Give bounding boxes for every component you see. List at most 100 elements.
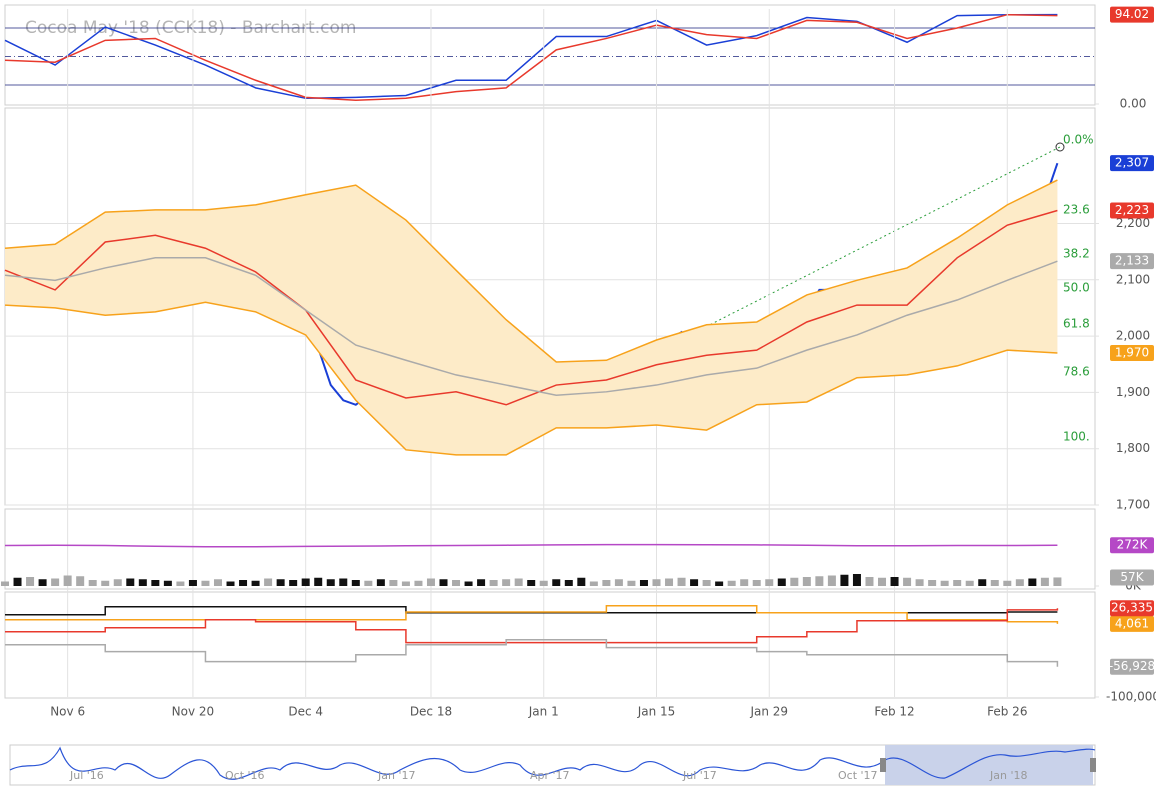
x-tick-label: Dec 18	[410, 705, 452, 719]
volume-bar	[690, 579, 699, 586]
volume-bar	[326, 579, 335, 586]
value-badge-label: 26,335	[1111, 601, 1153, 615]
value-badge-label: 1,970	[1115, 345, 1149, 359]
volume-bar	[364, 580, 373, 586]
volume-bar	[201, 580, 210, 586]
series-line	[4, 179, 1058, 363]
volume-bar	[1028, 578, 1037, 586]
y-tick-label: 1,800	[1116, 441, 1150, 455]
volume-bar	[677, 577, 686, 586]
volume-bar	[251, 580, 260, 586]
navigator-label: Jan '17	[377, 769, 415, 782]
volume-bar	[301, 578, 310, 586]
value-badge	[1110, 155, 1154, 172]
volume-bar	[652, 579, 661, 586]
x-tick-label: Jan 1	[528, 705, 559, 719]
volume-bar	[953, 580, 962, 586]
navigator-line	[9, 746, 1096, 780]
navigator-handle[interactable]	[880, 758, 886, 772]
value-badge	[1110, 569, 1154, 586]
navigator-label: Oct '16	[225, 769, 265, 782]
volume-bar	[802, 577, 811, 586]
fib-label: 23.6	[1063, 203, 1090, 217]
value-badge	[1110, 6, 1154, 23]
y-tick-label: 1,900	[1116, 385, 1150, 399]
x-tick-label: Feb 26	[987, 705, 1027, 719]
y-tick-label: 2,100	[1116, 272, 1150, 286]
volume-bar	[577, 577, 586, 586]
x-tick-label: Jan 29	[749, 705, 788, 719]
series-line	[5, 638, 1059, 667]
value-badge	[1110, 600, 1154, 617]
value-badge-label: 272K	[1117, 538, 1149, 552]
y-tick-label: 1,700	[1116, 498, 1150, 512]
series-line	[4, 13, 1058, 100]
fib-label: 100.	[1063, 430, 1090, 444]
navigator-label: Jan '18	[989, 769, 1027, 782]
value-badge-label: 94.02	[1115, 7, 1149, 21]
series-line	[4, 543, 1058, 548]
volume-bar	[289, 580, 298, 586]
volume-bar	[740, 579, 749, 586]
value-badge-label: 57K	[1120, 570, 1144, 584]
volume-bar	[665, 578, 674, 586]
fib-label: 38.2	[1063, 247, 1090, 261]
navigator-label: Jul '17	[682, 769, 717, 782]
volume-bar	[852, 574, 861, 586]
value-badge	[1110, 615, 1154, 632]
x-tick-label: Nov 6	[50, 705, 85, 719]
volume-bar	[727, 580, 736, 586]
fib-label: 78.6	[1063, 365, 1090, 379]
navigator	[9, 744, 1096, 786]
volume-bar	[452, 580, 461, 586]
volume-bar	[903, 577, 912, 586]
navigator-handle[interactable]	[1090, 758, 1096, 772]
volume-bar	[978, 579, 987, 586]
volume-bar	[1053, 577, 1062, 586]
volume-bar	[702, 580, 711, 586]
volume-bar	[790, 577, 799, 586]
y-tick-label: 0.00	[1120, 97, 1147, 111]
volume-bar	[226, 581, 235, 586]
volume-bar	[376, 579, 385, 586]
volume-bar	[101, 580, 110, 586]
band-fill	[5, 180, 1058, 455]
volume-bar	[502, 579, 511, 586]
x-tick-label: Feb 12	[874, 705, 914, 719]
volume-bar	[188, 580, 197, 586]
volume-bar	[464, 581, 473, 586]
volume-bar	[113, 579, 122, 586]
volume-bar	[126, 578, 135, 586]
fib-label: 50.0	[1063, 281, 1090, 295]
y-tick-label: 2,200	[1116, 216, 1150, 230]
series-line	[4, 209, 1058, 406]
volume-bar	[827, 575, 836, 586]
volume-bar	[489, 580, 498, 586]
volume-bar	[990, 580, 999, 586]
high-marker	[1055, 142, 1065, 152]
volume-bar	[915, 579, 924, 586]
value-badge	[1110, 537, 1154, 554]
navigator-label: Apr '17	[530, 769, 570, 782]
volume-bar	[878, 577, 887, 586]
volume-bar	[389, 580, 398, 586]
volume-bar	[163, 580, 172, 586]
volume-bar	[765, 579, 774, 586]
volume-bar	[13, 577, 22, 586]
volume-bar	[1, 581, 9, 586]
volume-bar	[965, 580, 974, 586]
volume-bar	[514, 578, 523, 586]
volume-bar	[151, 580, 160, 586]
fib-label: 0.0%	[1063, 133, 1094, 147]
volume-bar	[138, 579, 147, 586]
plot-layer	[1, 9, 1099, 698]
volume-bar	[627, 580, 636, 586]
volume-bar	[815, 576, 824, 586]
volume-bar	[840, 574, 849, 586]
volume-bar	[239, 580, 248, 586]
volume-bar	[63, 575, 72, 586]
series-line	[4, 257, 1058, 396]
volume-bar	[752, 580, 761, 586]
volume-bar	[276, 579, 285, 586]
